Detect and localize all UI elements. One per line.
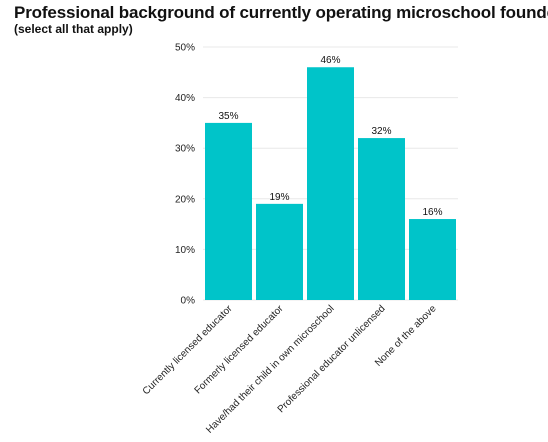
data-label: 19% [269,192,289,203]
y-tick-label: 20% [175,194,195,205]
y-tick-label: 30% [175,144,195,155]
data-label: 46% [320,55,340,66]
data-labels: 35% 19% 46% 32% 16% [218,55,442,218]
data-label: 16% [422,207,442,218]
data-label: 35% [218,111,238,122]
y-tick-label: 40% [175,93,195,104]
y-tick-label: 50% [175,43,195,54]
data-label: 32% [371,126,391,137]
bar [409,219,456,300]
bar [205,122,252,301]
y-axis: 0% 10% 20% 30% 40% 50% [175,43,195,307]
x-tick-label: Formerly licensed educator [193,303,287,397]
x-tick-label: Professional educator unlicensed [276,303,388,415]
y-tick-label: 10% [175,245,195,256]
chart-subtitle: (select all that apply) [14,22,133,36]
x-tick-label: Currently licensed educator [141,303,235,397]
bar [307,67,354,301]
bar [256,203,303,300]
bars [205,67,456,301]
bar [358,138,405,300]
chart-title: Professional background of currently ope… [14,3,548,22]
y-tick-label: 0% [181,296,196,307]
